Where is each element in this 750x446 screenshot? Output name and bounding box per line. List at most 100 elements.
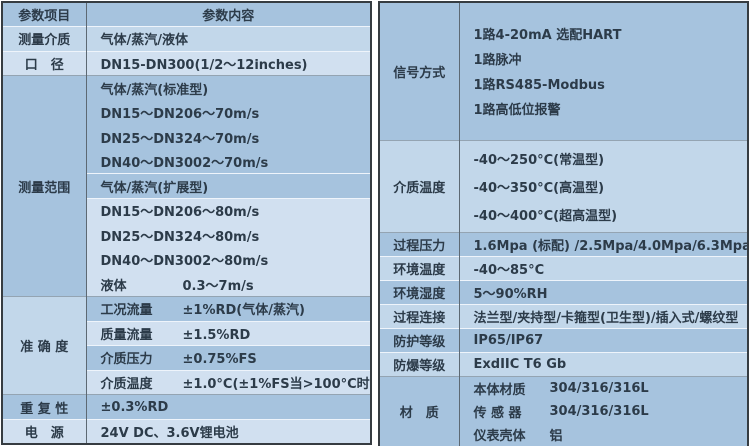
param-value-cell: DN40～DN3002～70m/s: [86, 149, 371, 174]
param-sub-label: DN40～DN300: [100, 155, 203, 171]
param-value-lines: -40～85°C: [474, 257, 748, 280]
table-row: 防爆等级 ExdIIC T6 Gb: [379, 351, 748, 376]
param-value-lines: 本体材质 304/316/316L 传 感 器 304/316/316L 仪表壳体 铝: [474, 377, 748, 446]
param-value: -40～250°C(常温型): [473, 152, 605, 168]
param-sub-label: 工况流量: [100, 303, 153, 319]
param-value: 6～70m/s: [193, 106, 260, 122]
table-row: 防护等级 IP65/IP67: [379, 327, 748, 352]
param-value-line: 1.6Mpa (标配) /2.5Mpa/4.0Mpa/6.3Mpa: [473, 233, 749, 256]
param-value-cell: DN15～DN206～80m/s: [86, 197, 371, 223]
param-value-cell: IP65/IP67: [459, 327, 748, 352]
param-value-cell: DN15-DN300(1/2～12inches): [86, 50, 371, 76]
param-sub-label: DN15～DN20: [100, 106, 194, 122]
param-name-cell: 信号方式: [379, 2, 460, 140]
param-name-cell: 过程压力: [379, 231, 460, 256]
param-value: 气体/蒸汽(标准型): [100, 82, 209, 98]
param-value: 1路高低位报警: [473, 103, 561, 119]
param-value-line: 1路RS485-Modbus: [474, 71, 748, 96]
param-value-cell: 工况流量 ±1%RD(气体/蒸汽): [86, 296, 371, 322]
param-sub-label: 本体材质: [473, 382, 526, 398]
param-value: 304/316/316L: [549, 403, 649, 419]
param-value-cell: DN15～DN206～70m/s: [86, 100, 371, 125]
table-row: 测量介质 气体/蒸汽/液体: [2, 26, 371, 52]
table-row: 介质压力 ±0.75%FS: [2, 345, 371, 371]
param-sub-label: 质量流量: [100, 327, 153, 343]
param-value: 0.3～7m/s: [182, 278, 254, 294]
table-row: DN15～DN206～70m/s: [2, 100, 371, 125]
param-value: 2～70m/s: [202, 155, 269, 171]
param-value: 24V DC、3.6V锂电池: [100, 425, 239, 441]
param-value-lines: 1路4-20mA 选配HART 1路脉冲 1路RS485-Modbus 1路高低位报警: [474, 21, 748, 121]
param-value: 法兰型/夹持型/卡箍型(卫生型)/插入式/螺纹型: [473, 310, 739, 326]
param-value-cell: 介质温度 ±1.0°C(±1%FS当>100°C时): [86, 369, 372, 395]
param-sub-label: DN25～DN32: [100, 229, 194, 245]
param-value-cell: 24V DC、3.6V锂电池: [86, 418, 371, 444]
param-value: 1路4-20mA 选配HART: [473, 28, 622, 44]
param-value: 2～80m/s: [202, 254, 269, 270]
param-value-line: 1路高低位报警: [474, 96, 748, 121]
param-value-lines: 法兰型/夹持型/卡箍型(卫生型)/插入式/螺纹型: [474, 305, 748, 328]
table-row: 过程压力 1.6Mpa (标配) /2.5Mpa/4.0Mpa/6.3Mpa: [379, 231, 749, 256]
table-row: 准 确 度工况流量 ±1%RD(气体/蒸汽): [2, 296, 371, 395]
param-value-cell: 液体 0.3～7m/s: [86, 272, 371, 297]
table-row: DN40～DN3002～70m/s: [2, 149, 371, 174]
param-value-cell: 质量流量 ±1.5%RD: [86, 320, 371, 346]
table-row: 介质温度 ±1.0°C(±1%FS当>100°C时): [2, 369, 372, 395]
param-name-cell: 参数项目: [2, 2, 87, 27]
param-value-cell: 气体/蒸汽(标准型): [86, 75, 371, 101]
table-row: DN25～DN324～80m/s: [2, 222, 371, 248]
table-row: DN40～DN3002～80m/s: [2, 247, 371, 273]
param-value-line: 传 感 器 304/316/316L: [474, 400, 748, 423]
param-value: 304/316/316L: [549, 380, 649, 396]
param-sub-label: 介质温度: [100, 376, 153, 392]
param-name-cell: 准 确 度: [2, 296, 87, 395]
param-value-cell: 本体材质 304/316/316L 传 感 器 304/316/316L 仪表壳体 铝: [459, 375, 748, 446]
param-name-cell: 环境湿度: [379, 279, 460, 304]
param-value: IP65/IP67: [473, 332, 544, 348]
param-value-cell: 介质压力 ±0.75%FS: [86, 345, 371, 371]
param-value: ExdIIC T6 Gb: [473, 356, 567, 372]
param-value-cell: 参数内容: [86, 2, 371, 27]
table-row: 参数项目 参数内容: [2, 2, 371, 27]
param-value: 气体/蒸汽/液体: [100, 33, 189, 49]
param-value-cell: DN25～DN324～80m/s: [86, 222, 371, 248]
param-value-line: 法兰型/夹持型/卡箍型(卫生型)/插入式/螺纹型: [474, 305, 748, 328]
param-value-lines: 1.6Mpa (标配) /2.5Mpa/4.0Mpa/6.3Mpa: [473, 233, 749, 256]
param-sub-label: 介质压力: [100, 352, 153, 368]
param-value-line: 本体材质 304/316/316L: [474, 377, 748, 400]
left-parameters-table: 参数项目 参数内容 测量介质 气体/蒸汽/液体口 径 DN15-DN300(1/2～12…: [1, 1, 372, 445]
param-value-lines: -40～250°C(常温型) -40～350°C(高温型) -40～400°C(超高…: [474, 144, 748, 228]
param-value-cell: 气体/蒸汽(扩展型): [86, 173, 371, 199]
param-value-line: -40～250°C(常温型): [474, 144, 748, 172]
param-value-line: -40～350°C(高温型): [474, 172, 748, 200]
param-name-cell: 口 径: [2, 50, 87, 76]
param-sub-label: DN15～DN20: [100, 205, 194, 221]
table-row: 信号方式 1路4-20mA 选配HART 1路脉冲 1路RS485-Modbus 1路高…: [379, 2, 748, 140]
table-row: DN25～DN324～70m/s: [2, 124, 371, 150]
param-value-line: -40～400°C(超高温型): [474, 200, 748, 228]
param-value: 4～80m/s: [193, 229, 260, 245]
param-value-cell: ±0.3%RD: [86, 394, 371, 420]
param-value-line: 1路4-20mA 选配HART: [474, 21, 748, 46]
param-value: 1路脉冲: [473, 53, 522, 69]
param-name-cell: 过程连接: [379, 303, 460, 328]
table-row: 测量范围 气体/蒸汽(标准型): [2, 75, 371, 297]
param-value: 铝: [549, 428, 563, 444]
param-value: 4～70m/s: [193, 131, 260, 147]
param-value: 1.6Mpa (标配) /2.5Mpa/4.0Mpa/6.3Mpa: [473, 238, 749, 254]
param-name-cell: 材 质: [379, 375, 460, 446]
param-name-cell: 防护等级: [379, 327, 460, 352]
table-row: 电 源 24V DC、3.6V锂电池: [2, 418, 371, 444]
param-value: ±1.0°C(±1%FS当>100°C时): [182, 376, 372, 392]
param-value-line: 仪表壳体 铝: [474, 423, 748, 446]
param-sub-label: DN25～DN32: [100, 131, 194, 147]
param-value-line: 5～90%RH: [474, 281, 748, 304]
param-value-cell: 1.6Mpa (标配) /2.5Mpa/4.0Mpa/6.3Mpa: [459, 231, 749, 256]
param-value: -40～400°C(超高温型): [473, 208, 618, 224]
param-value: 6～80m/s: [193, 205, 260, 221]
param-value: ±0.3%RD: [100, 399, 169, 415]
param-value: ±1.5%RD: [182, 327, 251, 343]
param-name-cell: 防爆等级: [379, 351, 460, 376]
right-parameters-table: 信号方式 1路4-20mA 选配HART 1路脉冲 1路RS485-Modbus 1路高…: [378, 1, 749, 446]
